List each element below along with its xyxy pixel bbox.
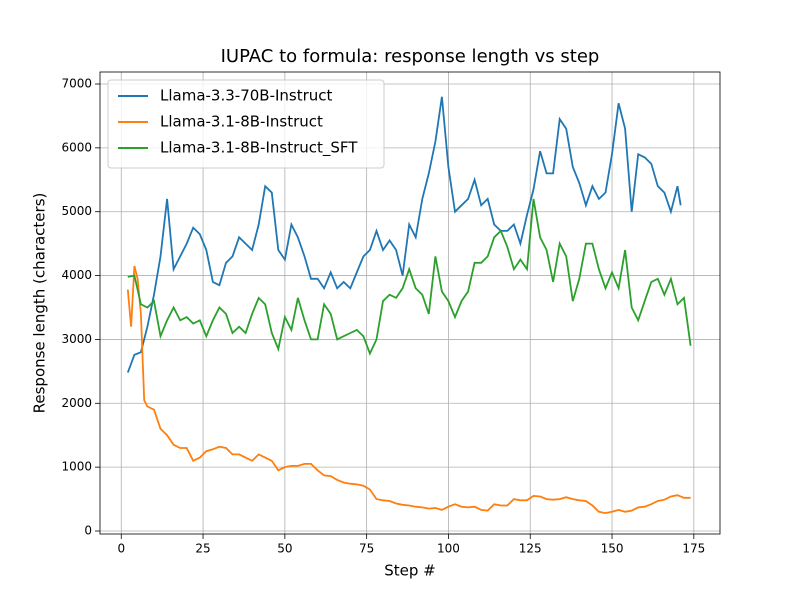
y-tick-label: 7000 [61,77,92,91]
x-tick-label: 75 [359,542,374,556]
x-tick-label: 50 [277,542,292,556]
y-tick-label: 5000 [61,204,92,218]
series-line [126,265,691,515]
legend-box [107,79,385,169]
x-tick-label: 100 [437,542,460,556]
x-tick-label: 25 [195,542,210,556]
legend-label: Llama-3.1-8B-Instruct [160,113,323,131]
x-tick-label: 175 [682,542,705,556]
legend-label: Llama-3.1-8B-Instruct_SFT [160,139,358,158]
y-tick-label: 0 [84,523,92,537]
x-tick-label: 125 [519,542,542,556]
y-tick-label: 6000 [61,140,92,154]
y-tick-label: 4000 [61,268,92,282]
y-tick-label: 1000 [61,460,92,474]
x-tick-label: 0 [117,542,125,556]
chart-title: IUPAC to formula: response length vs ste… [221,46,600,67]
legend-label: Llama-3.3-70B-Instruct [160,87,333,105]
series-line [127,198,692,356]
y-axis-label: Response length (characters) [31,193,49,414]
plot-frame [99,71,721,535]
x-axis-label: Step # [384,562,436,580]
x-tick-label: 150 [601,542,624,556]
series-line [126,96,682,373]
y-tick-label: 3000 [61,332,92,346]
y-tick-label: 2000 [61,396,92,410]
